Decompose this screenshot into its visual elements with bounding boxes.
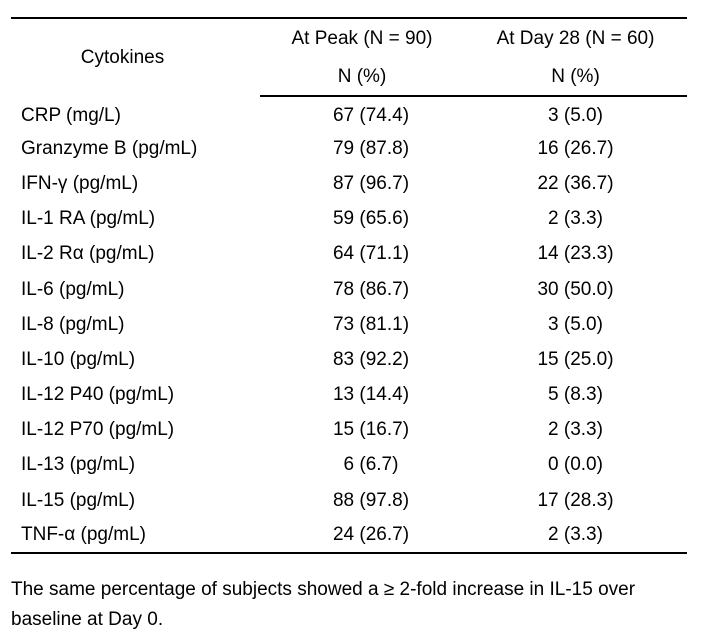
- at-peak-value-cell: 87 (96.7): [332, 172, 410, 194]
- cytokine-name-cell: IL-2 Rα (pg/mL): [21, 243, 155, 265]
- at-day-28-value-cell: 2 (3.3): [548, 208, 603, 230]
- table-row: IL-10 (pg/mL) 83 (92.2) 15 (25.0): [11, 342, 687, 377]
- at-day-28-value-cell: 3 (5.0): [548, 105, 603, 127]
- cytokine-name-cell: Granzyme B (pg/mL): [21, 137, 198, 159]
- at-peak-value-cell: 73 (81.1): [332, 313, 410, 335]
- at-peak-value-cell: 67 (74.4): [332, 105, 410, 127]
- header-at-peak: At Peak (N = 90): [291, 27, 433, 49]
- at-peak-value-cell: 15 (16.7): [332, 419, 410, 441]
- table-row: IL-12 P40 (pg/mL) 13 (14.4) 5 (8.3): [11, 378, 687, 413]
- at-peak-value-cell: 78 (86.7): [332, 278, 410, 300]
- cytokine-name-cell: IFN-γ (pg/mL): [21, 172, 139, 194]
- at-peak-value-cell: 64 (71.1): [332, 243, 410, 265]
- at-day-28-value-cell: 2 (3.3): [548, 419, 603, 441]
- cytokine-name-cell: TNF-α (pg/mL): [21, 524, 146, 546]
- at-day-28-value-cell: 30 (50.0): [537, 278, 614, 300]
- cytokine-name-cell: IL-10 (pg/mL): [21, 348, 136, 370]
- table-row: IL-2 Rα (pg/mL) 64 (71.1) 14 (23.3): [11, 237, 687, 272]
- header-at-day-28: At Day 28 (N = 60): [496, 27, 655, 49]
- at-day-28-value-cell: 3 (5.0): [548, 313, 603, 335]
- table-row: IL-13 (pg/mL) 6 (6.7) 0 (0.0): [11, 448, 687, 483]
- header-peak-unit: N (%): [260, 58, 464, 97]
- at-day-28-value-cell: 17 (28.3): [537, 489, 614, 511]
- header-cytokines: Cytokines: [80, 46, 165, 68]
- cytokine-name-cell: CRP (mg/L): [21, 104, 121, 126]
- table-row: TNF-α (pg/mL) 24 (26.7) 2 (3.3): [11, 518, 687, 553]
- at-day-28-value-cell: 16 (26.7): [537, 137, 614, 159]
- cytokine-name-cell: IL-15 (pg/mL): [21, 489, 136, 511]
- cytokine-name-cell: IL-8 (pg/mL): [21, 313, 125, 335]
- at-day-28-value-cell: 14 (23.3): [537, 243, 614, 265]
- table-body: CRP (mg/L) 67 (74.4) 3 (5.0) Granzyme B (pg…: [11, 96, 687, 553]
- footnote-line-2: baseline at Day 0.: [11, 609, 164, 630]
- table-row: Granzyme B (pg/mL) 79 (87.8) 16 (26.7): [11, 131, 687, 166]
- at-day-28-value-cell: 0 (0.0): [548, 454, 603, 476]
- at-day-28-value-cell: 5 (8.3): [548, 384, 603, 406]
- cytokine-name-cell: IL-1 RA (pg/mL): [21, 208, 156, 230]
- cytokine-name-cell: IL-12 P70 (pg/mL): [21, 419, 175, 441]
- footnote-line-1: The same percentage of subjects showed a…: [11, 579, 636, 600]
- at-peak-value-cell: 83 (92.2): [332, 348, 410, 370]
- at-peak-value-cell: 13 (14.4): [332, 384, 410, 406]
- table-row: IL-1 RA (pg/mL) 59 (65.6) 2 (3.3): [11, 202, 687, 237]
- at-peak-value-cell: 6 (6.7): [343, 454, 399, 476]
- table-row: CRP (mg/L) 67 (74.4) 3 (5.0): [11, 96, 687, 131]
- at-peak-value-cell: 79 (87.8): [332, 137, 410, 159]
- table-header: Cytokines At Peak (N = 90) At Day 28 (N …: [11, 18, 687, 97]
- cytokine-name-cell: IL-13 (pg/mL): [21, 454, 136, 476]
- header-day28-unit: N (%): [464, 58, 687, 97]
- at-day-28-value-cell: 2 (3.3): [548, 524, 603, 546]
- at-peak-value-cell: 88 (97.8): [332, 489, 410, 511]
- table-row: IL-12 P70 (pg/mL) 15 (16.7) 2 (3.3): [11, 413, 687, 448]
- at-peak-value-cell: 59 (65.6): [332, 208, 410, 230]
- table-row: IFN-γ (pg/mL) 87 (96.7) 22 (36.7): [11, 166, 687, 201]
- footnote: The same percentage of subjects showed a…: [11, 575, 711, 635]
- cytokine-table: Cytokines At Peak (N = 90) At Day 28 (N …: [11, 17, 687, 555]
- at-day-28-value-cell: 15 (25.0): [537, 348, 614, 370]
- at-day-28-value-cell: 22 (36.7): [537, 172, 614, 194]
- cytokine-name-cell: IL-12 P40 (pg/mL): [21, 384, 175, 406]
- at-peak-value-cell: 24 (26.7): [332, 524, 410, 546]
- cytokine-name-cell: IL-6 (pg/mL): [21, 278, 125, 300]
- table-row: IL-6 (pg/mL) 78 (86.7) 30 (50.0): [11, 272, 687, 307]
- table-row: IL-15 (pg/mL) 88 (97.8) 17 (28.3): [11, 483, 687, 518]
- table-row: IL-8 (pg/mL) 73 (81.1) 3 (5.0): [11, 307, 687, 342]
